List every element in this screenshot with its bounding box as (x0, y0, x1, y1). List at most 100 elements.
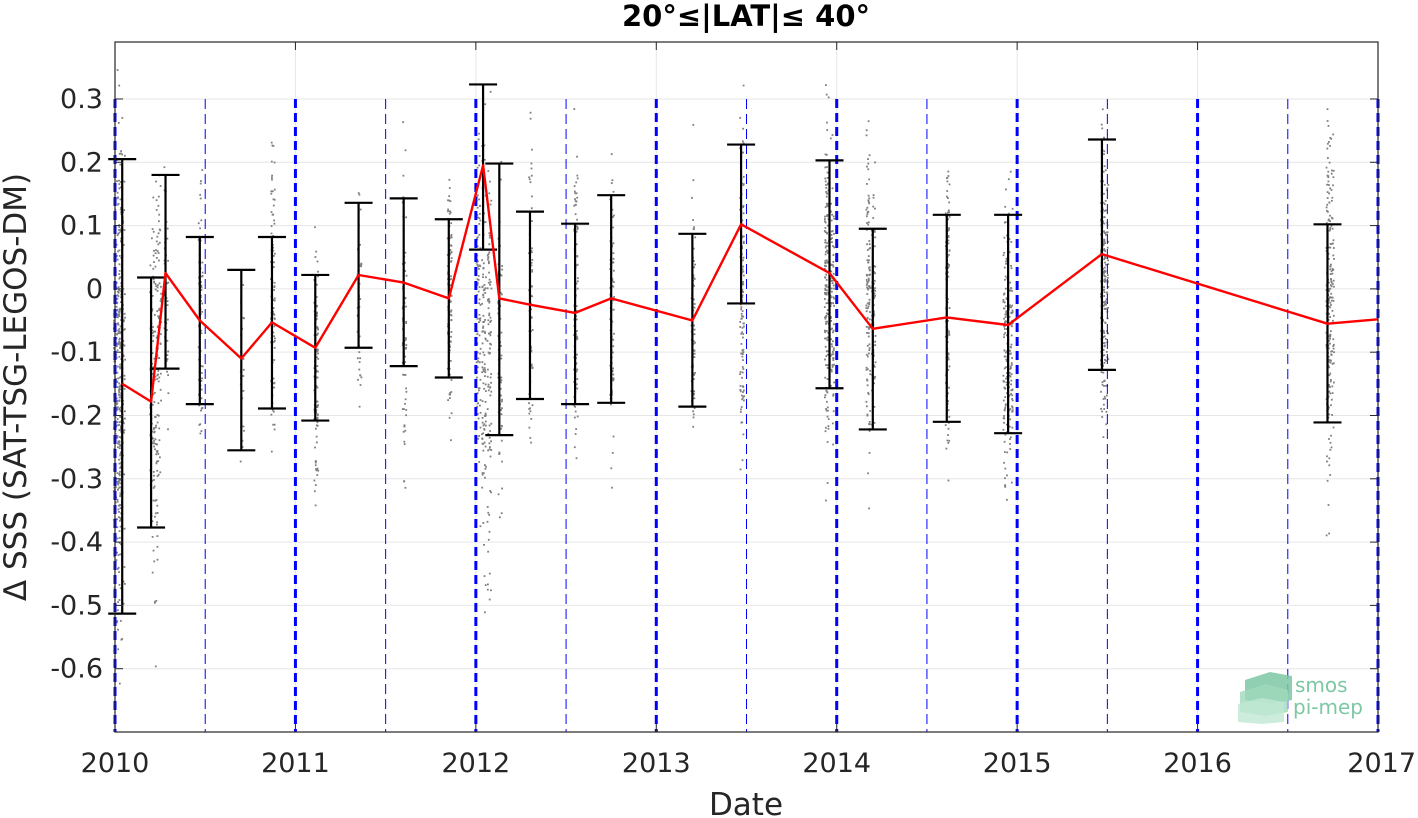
scatter-point (1010, 265, 1012, 267)
scatter-point (271, 174, 273, 177)
scatter-point (359, 243, 361, 246)
scatter-point (576, 378, 579, 380)
scatter-point (693, 278, 696, 280)
scatter-point (830, 368, 833, 371)
scatter-point (833, 297, 836, 300)
scatter-point (450, 439, 452, 442)
scatter-point (477, 357, 480, 360)
scatter-point (873, 292, 876, 295)
scatter-point (315, 468, 317, 471)
scatter-point (1005, 403, 1007, 406)
scatter-point (479, 213, 481, 215)
scatter-point (449, 393, 451, 396)
scatter-point (874, 290, 877, 292)
scatter-point (315, 250, 318, 253)
scatter-point (693, 378, 695, 380)
scatter-point (1328, 359, 1331, 361)
scatter-point (489, 203, 492, 206)
scatter-point (405, 390, 408, 393)
scatter-point (692, 416, 695, 419)
scatter-point (1011, 388, 1014, 391)
scatter-point (1330, 354, 1333, 356)
scatter-point (1327, 257, 1330, 260)
scatter-point (868, 259, 870, 262)
scatter-point (530, 365, 533, 368)
scatter-point (158, 427, 161, 430)
scatter-point (117, 250, 119, 253)
scatter-point (825, 153, 828, 156)
scatter-point (867, 472, 869, 475)
scatter-point (155, 337, 158, 339)
scatter-point (1003, 415, 1005, 417)
scatter-point (869, 326, 871, 329)
scatter-point (868, 452, 871, 454)
scatter-point (317, 348, 319, 351)
scatter-point (450, 391, 453, 393)
scatter-point (1328, 192, 1330, 195)
scatter-point (116, 381, 119, 383)
scatter-point (489, 347, 491, 350)
scatter-point (488, 192, 491, 195)
scatter-point (612, 242, 615, 245)
scatter-point (1002, 254, 1005, 257)
scatter-point (122, 580, 125, 583)
scatter-point (448, 199, 451, 202)
scatter-point (1003, 421, 1005, 424)
scatter-point (827, 409, 829, 412)
scatter-point (316, 283, 318, 286)
scatter-point (612, 379, 615, 382)
scatter-point (488, 271, 490, 274)
chart-title: 20°≤|LAT|≤ 40° (622, 0, 870, 33)
scatter-point (866, 206, 869, 209)
scatter-point (487, 432, 490, 435)
scatter-point (200, 329, 203, 332)
scatter-point (197, 222, 200, 225)
scatter-point (119, 163, 122, 166)
scatter-point (120, 451, 122, 454)
scatter-point (314, 256, 317, 258)
scatter-point (500, 394, 502, 397)
scatter-point (484, 383, 487, 386)
scatter-point (742, 359, 744, 361)
scatter-point (489, 386, 492, 388)
scatter-point (1103, 183, 1106, 186)
scatter-point (831, 241, 833, 243)
scatter-point (1333, 258, 1335, 260)
scatter-point (948, 228, 950, 231)
scatter-point (1006, 451, 1009, 454)
scatter-point (827, 418, 830, 420)
scatter-point (156, 374, 159, 377)
scatter-point (830, 210, 832, 213)
scatter-point (481, 361, 484, 363)
scatter-point (450, 331, 453, 333)
scatter-point (741, 371, 744, 374)
scatter-point (119, 467, 121, 469)
scatter-point (200, 365, 203, 367)
scatter-point (477, 260, 479, 263)
scatter-point (832, 422, 834, 425)
scatter-point (120, 296, 122, 299)
scatter-point (122, 320, 125, 323)
scatter-point (481, 400, 484, 403)
scatter-point (272, 341, 275, 343)
scatter-point (484, 467, 487, 470)
scatter-point (484, 103, 487, 106)
scatter-point (693, 390, 696, 393)
scatter-point (947, 356, 950, 359)
scatter-point (742, 212, 745, 215)
scatter-point (1330, 270, 1333, 273)
scatter-point (403, 374, 406, 376)
scatter-point (152, 428, 155, 431)
scatter-point (825, 390, 828, 392)
scatter-point (948, 332, 950, 334)
scatter-point (827, 427, 830, 430)
scatter-point (154, 392, 156, 394)
scatter-point (476, 351, 479, 354)
scatter-point (405, 338, 407, 341)
scatter-point (1105, 263, 1107, 266)
scatter-point (826, 242, 829, 245)
scatter-point (742, 127, 744, 130)
scatter-point (1328, 290, 1331, 292)
scatter-point (405, 414, 407, 417)
scatter-point (528, 178, 531, 181)
